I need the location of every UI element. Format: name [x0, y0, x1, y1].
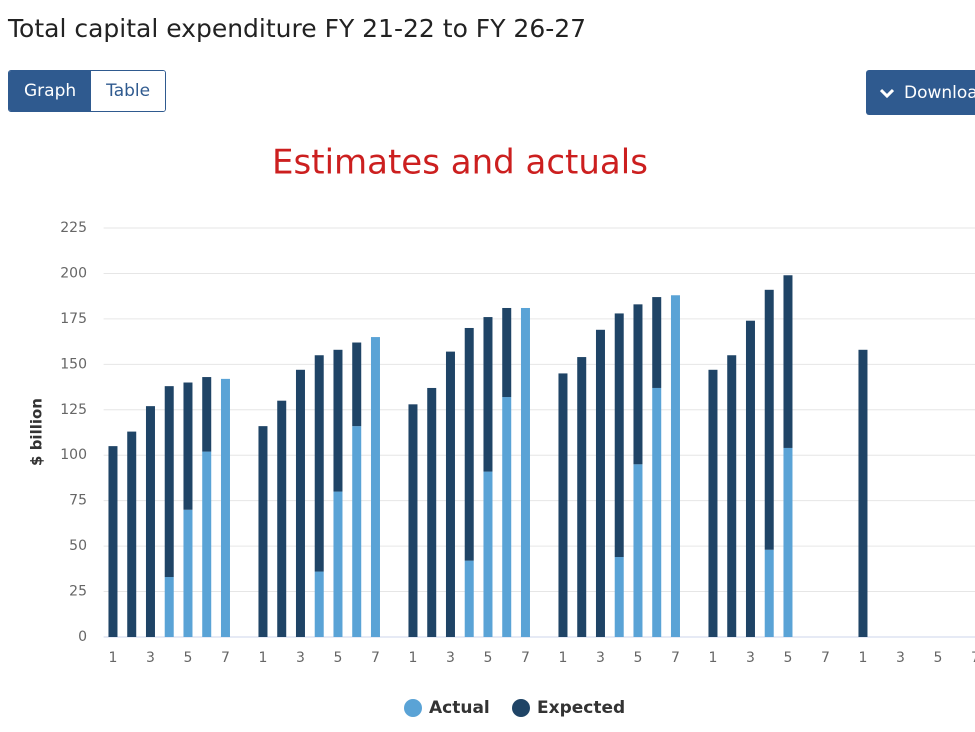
- download-label: Download: [904, 82, 975, 103]
- chevron-icon: [880, 88, 894, 98]
- x-tick-label: 1: [109, 650, 118, 666]
- bar: [183, 382, 193, 510]
- bar: [577, 357, 587, 637]
- download-wrap: Download: [866, 70, 975, 115]
- bar: [127, 431, 137, 637]
- bar: [314, 355, 324, 572]
- bar: [708, 369, 718, 637]
- x-tick-label: 3: [446, 650, 455, 666]
- x-tick-label: 1: [559, 650, 568, 666]
- legend-marker[interactable]: [512, 699, 530, 717]
- view-tabs: Graph Table: [8, 70, 167, 112]
- x-tick-label: 3: [296, 650, 305, 666]
- bar: [483, 317, 493, 472]
- x-tick-label: 7: [971, 650, 975, 666]
- bar: [427, 387, 437, 637]
- bar: [633, 304, 643, 465]
- legend-label[interactable]: Expected: [537, 698, 625, 718]
- bar: [614, 557, 624, 637]
- bar: [633, 464, 643, 637]
- bar: [314, 571, 324, 637]
- bar: [295, 369, 305, 637]
- bar: [352, 342, 362, 427]
- bar: [670, 295, 680, 637]
- bar: [464, 560, 474, 637]
- y-tick-label: 150: [60, 356, 87, 372]
- table-tab[interactable]: Table: [91, 71, 166, 111]
- x-tick-label: 5: [934, 650, 943, 666]
- y-tick-label: 175: [60, 311, 87, 327]
- bar: [352, 426, 362, 637]
- y-tick-label: 200: [60, 265, 87, 281]
- x-tick-label: 3: [146, 650, 155, 666]
- y-tick-label: 100: [60, 447, 87, 463]
- x-tick-label: 3: [596, 650, 605, 666]
- bar: [202, 451, 212, 637]
- x-tick-label: 7: [371, 650, 380, 666]
- bar: [183, 509, 193, 637]
- bar: [408, 404, 418, 637]
- bar: [652, 387, 662, 637]
- bar: [483, 471, 493, 637]
- chart-title: Estimates and actuals: [272, 143, 648, 183]
- x-tick-label: 5: [334, 650, 343, 666]
- bar: [783, 447, 793, 637]
- x-tick-label: 5: [784, 650, 793, 666]
- x-tick-label: 5: [634, 650, 643, 666]
- download-button[interactable]: Download: [866, 70, 975, 115]
- x-tick-label: 7: [221, 650, 230, 666]
- bar: [614, 313, 624, 558]
- bar: [202, 377, 212, 452]
- y-tick-label: 0: [78, 629, 87, 645]
- bar: [502, 397, 512, 637]
- x-tick-label: 1: [259, 650, 268, 666]
- bar: [220, 378, 230, 637]
- y-tick-label: 25: [69, 584, 87, 600]
- y-tick-label: 50: [69, 538, 87, 554]
- bar: [277, 400, 287, 637]
- x-tick-label: 3: [746, 650, 755, 666]
- legend-label[interactable]: Actual: [429, 698, 490, 718]
- graph-tab[interactable]: Graph: [9, 71, 92, 111]
- bar: [445, 351, 455, 637]
- x-tick-label: 5: [484, 650, 493, 666]
- x-tick-label: 1: [409, 650, 418, 666]
- y-tick-label: 125: [60, 402, 87, 418]
- x-tick-label: 7: [671, 650, 680, 666]
- x-tick-label: 5: [184, 650, 193, 666]
- bar: [333, 349, 343, 492]
- bar: [764, 289, 774, 550]
- y-tick-label: 75: [69, 493, 87, 509]
- bar: [464, 327, 474, 561]
- x-tick-label: 7: [521, 650, 530, 666]
- bar: [764, 549, 774, 637]
- y-axis-label: $ billion: [28, 398, 46, 466]
- x-tick-label: 7: [821, 650, 830, 666]
- bar: [108, 446, 118, 637]
- bar: [164, 577, 174, 637]
- bar: [502, 307, 512, 398]
- chart: Estimates and actuals $ billion 02550751…: [28, 143, 975, 718]
- bar: [595, 329, 605, 637]
- bar: [783, 275, 793, 448]
- bar: [727, 355, 737, 637]
- bar: [370, 337, 380, 637]
- y-tick-label: 225: [60, 220, 87, 236]
- bar: [745, 320, 755, 637]
- x-tick-label: 3: [896, 650, 905, 666]
- bar: [333, 491, 343, 637]
- bar: [652, 297, 662, 388]
- bar: [558, 373, 568, 637]
- page-title: Total capital expenditure FY 21-22 to FY…: [8, 14, 587, 43]
- x-tick-label: 1: [859, 650, 868, 666]
- legend-marker[interactable]: [404, 699, 422, 717]
- bar: [520, 307, 530, 637]
- bar: [145, 406, 155, 637]
- bar: [164, 386, 174, 578]
- bar: [258, 426, 268, 637]
- bar: [858, 349, 868, 637]
- x-tick-label: 1: [709, 650, 718, 666]
